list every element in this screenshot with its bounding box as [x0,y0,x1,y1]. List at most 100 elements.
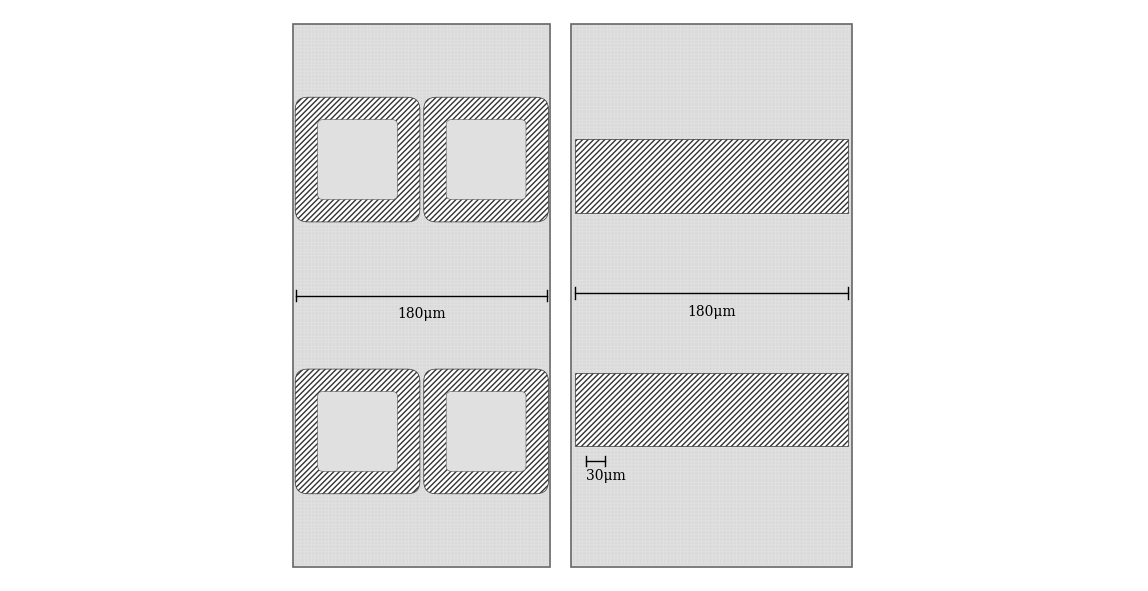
Point [326,561,344,570]
Point [688,343,706,353]
Point [696,252,714,262]
Point [821,230,839,239]
Point [400,99,418,109]
Point [709,21,728,30]
Point [766,231,784,241]
Point [654,472,673,482]
Point [391,39,410,48]
Point [532,212,550,221]
Point [596,338,614,348]
Point [825,33,844,43]
Point [364,524,382,534]
Point [380,163,398,172]
Point [596,224,614,233]
Point [614,242,633,252]
Point [488,59,506,68]
Point [452,223,471,232]
Point [607,355,626,364]
Point [581,365,599,374]
Point [342,325,360,335]
Point [782,332,800,342]
Point [705,89,723,99]
Point [767,249,785,259]
Point [785,87,804,96]
Point [724,331,743,340]
Point [646,545,665,555]
Point [339,313,357,322]
Point [697,557,715,566]
Point [342,528,360,538]
Point [471,282,489,291]
Point [510,501,528,510]
Point [794,492,813,502]
Point [824,314,843,323]
Point [664,416,682,426]
Point [602,290,620,300]
Point [583,408,602,417]
Point [445,520,464,530]
Point [606,377,625,387]
Point [503,227,521,236]
Point [304,209,323,218]
Point [346,294,364,304]
Point [428,493,447,503]
Point [307,152,325,162]
Point [652,157,670,166]
Point [497,531,515,541]
Point [798,329,816,339]
Point [821,398,839,408]
Point [389,444,408,454]
Point [333,545,351,555]
Point [825,92,844,102]
Point [310,273,328,282]
Point [724,349,743,359]
Point [459,478,478,488]
Point [370,119,388,128]
Point [513,144,532,154]
Point [350,429,369,439]
Point [343,427,362,437]
Point [433,63,451,72]
Point [317,310,335,319]
Point [783,137,801,147]
Point [719,32,737,41]
Point [380,84,398,93]
Point [538,369,557,378]
Point [815,453,833,462]
Point [820,122,838,131]
Point [319,450,338,459]
Point [317,350,335,360]
Point [332,397,350,406]
Point [778,213,797,222]
Point [815,256,833,266]
Point [691,491,709,500]
Point [793,307,812,316]
Point [651,505,669,514]
Point [770,362,789,371]
Point [326,226,344,235]
Point [751,36,769,46]
Point [678,520,697,530]
Point [791,496,809,506]
Point [357,286,375,296]
Point [773,78,791,87]
Point [678,427,697,437]
Point [830,249,848,259]
Point [766,115,784,124]
Point [666,264,684,273]
Point [393,346,411,356]
Point [761,296,779,305]
Point [713,280,731,290]
Point [526,327,544,336]
Point [699,95,718,105]
Point [649,367,667,376]
Point [297,488,316,498]
Point [688,509,706,518]
Point [396,265,414,274]
Point [652,182,670,191]
Point [444,437,463,447]
Point [774,224,792,233]
Point [667,183,685,193]
Point [463,422,481,431]
Point [688,358,706,367]
